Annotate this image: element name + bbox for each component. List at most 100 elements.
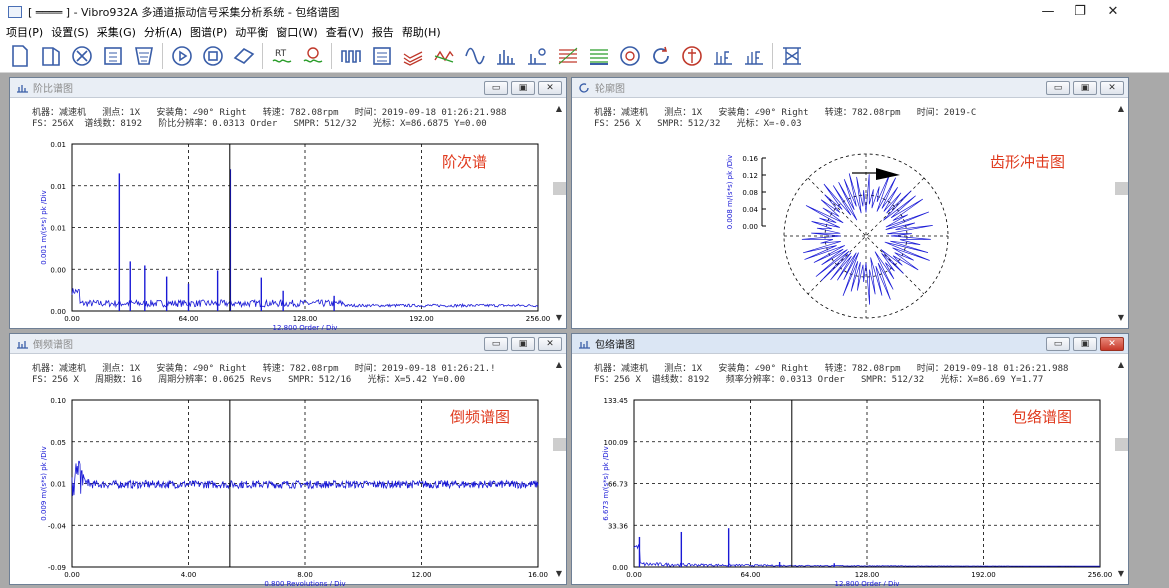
maximize-icon[interactable]: ▣ bbox=[1073, 337, 1097, 351]
order-spectrum-titlebar[interactable]: 阶比谱图 ▭ ▣ ✕ bbox=[10, 78, 566, 98]
minimize-icon[interactable]: ▭ bbox=[1046, 337, 1070, 351]
menu-view[interactable]: 查看(V) bbox=[325, 26, 364, 39]
scroll-up-icon[interactable]: ▲ bbox=[1117, 360, 1125, 369]
restore-icon[interactable]: ❐ bbox=[1074, 4, 1086, 19]
new-doc-icon[interactable] bbox=[4, 42, 35, 71]
close-icon[interactable]: ✕ bbox=[1100, 81, 1124, 95]
menu-settings[interactable]: 设置(S) bbox=[51, 26, 89, 39]
menu-analysis[interactable]: 分析(A) bbox=[143, 26, 183, 39]
le-icon[interactable] bbox=[707, 42, 738, 71]
rt-icon[interactable]: RT bbox=[266, 42, 297, 71]
minimize-icon[interactable]: — bbox=[1041, 4, 1055, 19]
cepstrum-window[interactable]: 倒频谱图 ▭ ▣ ✕ 机器：减速机 测点：1X 安装角：∠90° Right 转速：… bbox=[9, 333, 567, 586]
mdi-workspace: 阶比谱图 ▭ ▣ ✕ 机器：减速机 测点：1X 安装角：∠90° Right 转速：… bbox=[0, 73, 1169, 588]
rotate-icon[interactable] bbox=[645, 42, 676, 71]
x-tick-label: 64.00 bbox=[178, 315, 198, 323]
x-tick-label: 192.00 bbox=[409, 315, 434, 323]
scroll-up-icon[interactable]: ▲ bbox=[555, 104, 563, 113]
sine-icon[interactable] bbox=[459, 42, 490, 71]
x-tick-label: 256.00 bbox=[1088, 571, 1113, 579]
bars-icon[interactable] bbox=[490, 42, 521, 71]
vertical-scrollbar[interactable]: ▲ ▼ bbox=[552, 98, 566, 328]
y-axis-label: 0.009 m/(s*s) pk /Div bbox=[40, 446, 48, 520]
y-tick-label: 0.12 bbox=[742, 172, 758, 180]
play-icon[interactable] bbox=[166, 42, 197, 71]
bars-icon bbox=[579, 341, 590, 349]
x-tick-label: 8.00 bbox=[297, 571, 313, 579]
vertical-scrollbar[interactable]: ▲ ▼ bbox=[1114, 98, 1128, 328]
scroll-thumb[interactable] bbox=[553, 438, 566, 451]
scroll-down-icon[interactable]: ▼ bbox=[1117, 313, 1125, 322]
info-line: FS：256X 谱线数：8192 阶比分辨率：0.0313 Order SMPR… bbox=[32, 119, 487, 129]
envelope-trace bbox=[633, 543, 1100, 568]
maximize-icon[interactable]: ▣ bbox=[1073, 81, 1097, 95]
machine-icon[interactable] bbox=[776, 42, 807, 71]
order-spectrum-window[interactable]: 阶比谱图 ▭ ▣ ✕ 机器：减速机 测点：1X 安装角：∠90° Right 转速：… bbox=[9, 77, 567, 330]
gear-impact-chart: 0.16 0.12 0.08 0.04 0.00 0.008 m/(s*s) pk /Di… bbox=[726, 153, 949, 319]
menu-project[interactable]: 项目(P) bbox=[6, 26, 44, 39]
scroll-down-icon[interactable]: ▼ bbox=[555, 313, 563, 322]
close-icon[interactable]: ✕ bbox=[538, 337, 562, 351]
list-icon[interactable] bbox=[366, 42, 397, 71]
chart-area[interactable]: 机器：减速机 测点：1X 安装角：∠90° Right 转速：782.08rpm… bbox=[10, 354, 552, 586]
menu-window[interactable]: 窗口(W) bbox=[276, 26, 318, 39]
menu-charts[interactable]: 图谱(P) bbox=[190, 26, 228, 39]
close-icon[interactable]: ✕ bbox=[1107, 4, 1119, 19]
close-icon[interactable]: ✕ bbox=[1100, 337, 1124, 351]
app-icon bbox=[8, 6, 22, 18]
scroll-thumb[interactable] bbox=[1115, 182, 1128, 195]
menu-balance[interactable]: 动平衡 bbox=[235, 26, 269, 39]
chart-area[interactable]: 机器：减速机 测点：1X 安装角：∠90° Right 转速：782.08rpm… bbox=[10, 98, 552, 330]
info-line: 机器：减速机 测点：1X 安装角：∠90° Right 转速：782.08rpm… bbox=[594, 108, 977, 118]
scroll-thumb[interactable] bbox=[1115, 438, 1128, 451]
vertical-scrollbar[interactable]: ▲ ▼ bbox=[552, 354, 566, 584]
save-disk-icon[interactable] bbox=[97, 42, 128, 71]
cascade-icon[interactable] bbox=[428, 42, 459, 71]
pulse-icon[interactable] bbox=[335, 42, 366, 71]
info-line: FS：256 X 谱线数：8192 频率分辨率：0.0313 Order SMP… bbox=[594, 375, 1044, 385]
filter-icon[interactable] bbox=[128, 42, 159, 71]
y-tick-label: -0.09 bbox=[48, 564, 66, 572]
waterfall-icon[interactable] bbox=[583, 42, 614, 71]
menu-help[interactable]: 帮助(H) bbox=[401, 26, 441, 39]
y-tick-label: 66.73 bbox=[608, 481, 628, 489]
envelope-spectrum-window[interactable]: 包络谱图 ▭ ▣ ✕ 机器：减速机 测点：1X 安装角：∠90° Right 转速：… bbox=[571, 333, 1129, 586]
menu-acquire[interactable]: 采集(G) bbox=[96, 26, 136, 39]
tag-icon[interactable] bbox=[228, 42, 259, 71]
record-icon[interactable] bbox=[197, 42, 228, 71]
minimize-icon[interactable]: ▭ bbox=[484, 337, 508, 351]
grid-wave-icon[interactable] bbox=[552, 42, 583, 71]
spectrum-icon[interactable] bbox=[397, 42, 428, 71]
scroll-up-icon[interactable]: ▲ bbox=[555, 360, 563, 369]
phase-icon[interactable] bbox=[676, 42, 707, 71]
scroll-down-icon[interactable]: ▼ bbox=[555, 569, 563, 578]
scroll-up-icon[interactable]: ▲ bbox=[1117, 104, 1125, 113]
chart-area[interactable]: 机器：减速机 测点：1X 安装角：∠90° Right 转速：782.08rpm… bbox=[572, 354, 1114, 586]
cepstrum-titlebar[interactable]: 倒频谱图 ▭ ▣ ✕ bbox=[10, 334, 566, 354]
order-bars-icon[interactable] bbox=[521, 42, 552, 71]
le2-icon[interactable] bbox=[738, 42, 769, 71]
gear-impact-window[interactable]: 轮廓图 ▭ ▣ ✕ 机器：减速机 测点：1X 安装角：∠90° Right 转速：7… bbox=[571, 77, 1129, 329]
info-header: 机器：减速机 测点：1X 安装角：∠90° Right 转速：782.08rpm… bbox=[32, 364, 496, 386]
gear-impact-titlebar[interactable]: 轮廓图 ▭ ▣ ✕ bbox=[572, 78, 1128, 98]
envelope-spectrum-titlebar[interactable]: 包络谱图 ▭ ▣ ✕ bbox=[572, 334, 1128, 354]
vertical-scrollbar[interactable]: ▲ ▼ bbox=[1114, 354, 1128, 584]
cepstrum-chart: 0.10 0.05 0.01 -0.04 -0.090.00 4.00 8.00 12.00 1… bbox=[40, 397, 548, 586]
clock-wave-icon[interactable] bbox=[297, 42, 328, 71]
maximize-icon[interactable]: ▣ bbox=[511, 81, 535, 95]
minimize-icon[interactable]: ▭ bbox=[484, 81, 508, 95]
y-tick-label: -0.04 bbox=[48, 522, 67, 530]
close-icon[interactable]: ✕ bbox=[538, 81, 562, 95]
menu-report[interactable]: 报告 bbox=[371, 26, 394, 39]
orbit-icon[interactable] bbox=[614, 42, 645, 71]
open-folder-icon[interactable] bbox=[35, 42, 66, 71]
maximize-icon[interactable]: ▣ bbox=[511, 337, 535, 351]
chart-area[interactable]: 机器：减速机 测点：1X 安装角：∠90° Right 转速：782.08rpm… bbox=[572, 98, 1114, 328]
panel-title: 包络谱图 bbox=[595, 340, 635, 351]
y-tick-label: 0.08 bbox=[742, 189, 758, 197]
scroll-down-icon[interactable]: ▼ bbox=[1117, 569, 1125, 578]
stop-circle-icon[interactable] bbox=[66, 42, 97, 71]
minimize-icon[interactable]: ▭ bbox=[1046, 81, 1070, 95]
scroll-thumb[interactable] bbox=[553, 182, 566, 195]
x-tick-label: 256.00 bbox=[526, 315, 551, 323]
